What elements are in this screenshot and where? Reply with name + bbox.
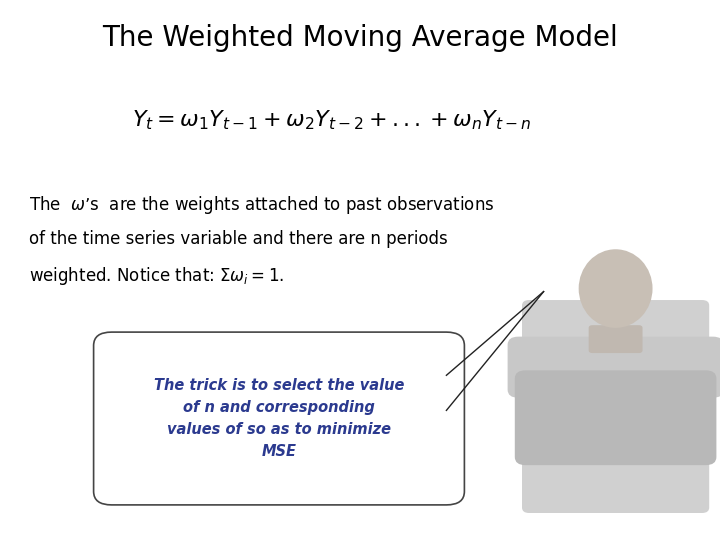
FancyBboxPatch shape: [515, 370, 716, 465]
FancyBboxPatch shape: [589, 325, 642, 353]
Text: The Weighted Moving Average Model: The Weighted Moving Average Model: [102, 24, 618, 52]
FancyBboxPatch shape: [94, 332, 464, 505]
Text: $Y_t = \omega_1 Y_{t-1} + \omega_2 Y_{t-2} + ...+ \omega_n Y_{t-n}$: $Y_t = \omega_1 Y_{t-1} + \omega_2 Y_{t-…: [132, 108, 531, 132]
Text: The trick is to select the value
of n and corresponding
values of so as to minim: The trick is to select the value of n an…: [154, 377, 404, 460]
FancyBboxPatch shape: [508, 336, 720, 398]
Text: weighted. Notice that: $\Sigma\omega_i = 1$.: weighted. Notice that: $\Sigma\omega_i =…: [29, 265, 284, 287]
FancyBboxPatch shape: [522, 300, 709, 513]
Ellipse shape: [579, 249, 652, 328]
Text: of the time series variable and there are n periods: of the time series variable and there ar…: [29, 230, 448, 247]
Text: The  $\omega$’s  are the weights attached to past observations: The $\omega$’s are the weights attached …: [29, 194, 495, 217]
